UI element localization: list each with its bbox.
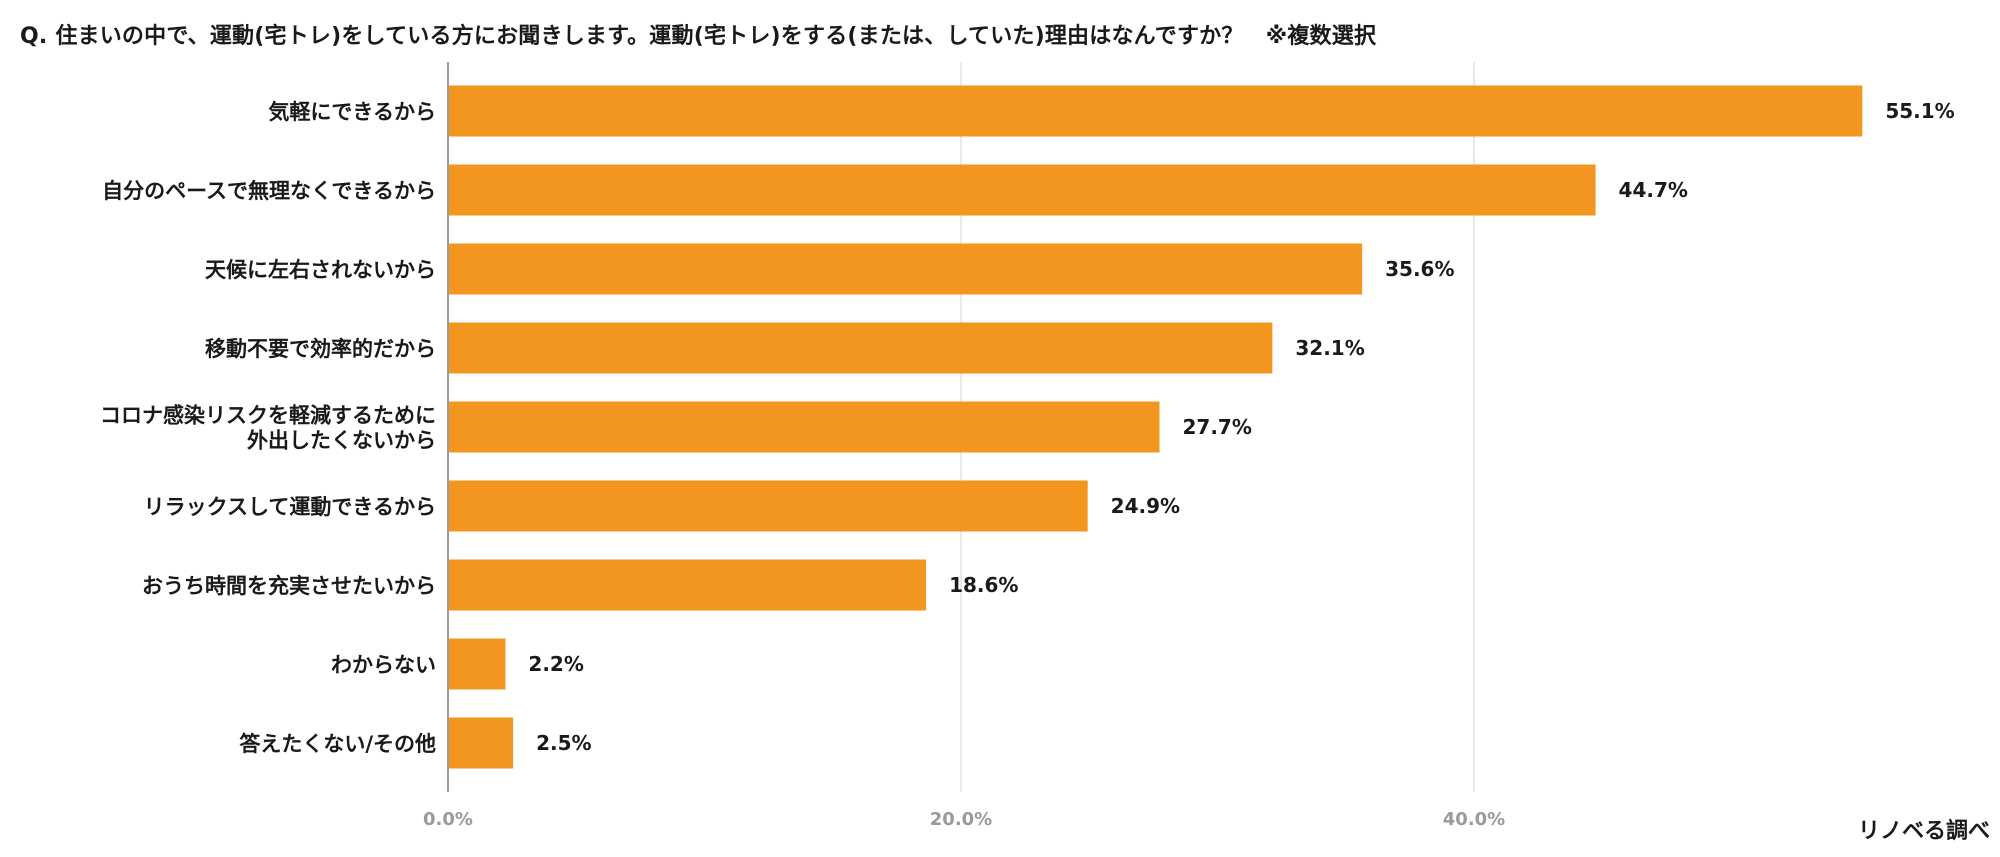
value-label: 44.7% [1619, 178, 1688, 202]
bars [449, 85, 1863, 769]
value-label: 35.6% [1385, 257, 1454, 281]
category-label: リラックスして運動できるから [144, 495, 436, 519]
category-label: 天候に左右されないから [205, 258, 436, 282]
bar [449, 401, 1160, 453]
value-label: 2.2% [528, 652, 583, 676]
bar [449, 480, 1088, 532]
bar [449, 638, 506, 690]
category-label: 自分のペースで無理なくできるから [102, 179, 436, 203]
category-label: コロナ感染リスクを軽減するために [100, 404, 436, 428]
bar [449, 85, 1863, 137]
bar [449, 559, 927, 611]
chart-title: Q. 住まいの中で、運動(宅トレ)をしている方にお聞きします。運動(宅トレ)をす… [20, 24, 1377, 49]
source-credit: リノベる調べ [1857, 819, 1990, 844]
value-label: 2.5% [536, 731, 591, 755]
category-label: 気軽にできるから [268, 100, 436, 124]
value-label: 55.1% [1885, 99, 1954, 123]
category-label: 外出したくないから [247, 429, 436, 453]
bar [449, 243, 1363, 295]
bar [449, 164, 1596, 216]
category-label: おうち時間を充実させたいから [142, 574, 436, 598]
category-label: わからない [331, 653, 436, 677]
value-label: 32.1% [1295, 336, 1364, 360]
value-label: 24.9% [1111, 494, 1180, 518]
x-tick-label: 40.0% [1443, 809, 1505, 830]
bar [449, 322, 1273, 374]
value-label: 18.6% [949, 573, 1018, 597]
bar [449, 717, 514, 769]
x-tick-label: 20.0% [930, 809, 992, 830]
x-tick-label: 0.0% [423, 809, 473, 830]
category-label: 移動不要で効率的だから [205, 337, 436, 361]
category-label: 答えたくない/その他 [239, 732, 436, 756]
value-label: 27.7% [1183, 415, 1252, 439]
labels: 0.0% 20.0% 40.0% 気軽にできるから 55.1% 自分のペースで無理なくでき… [100, 99, 1955, 830]
